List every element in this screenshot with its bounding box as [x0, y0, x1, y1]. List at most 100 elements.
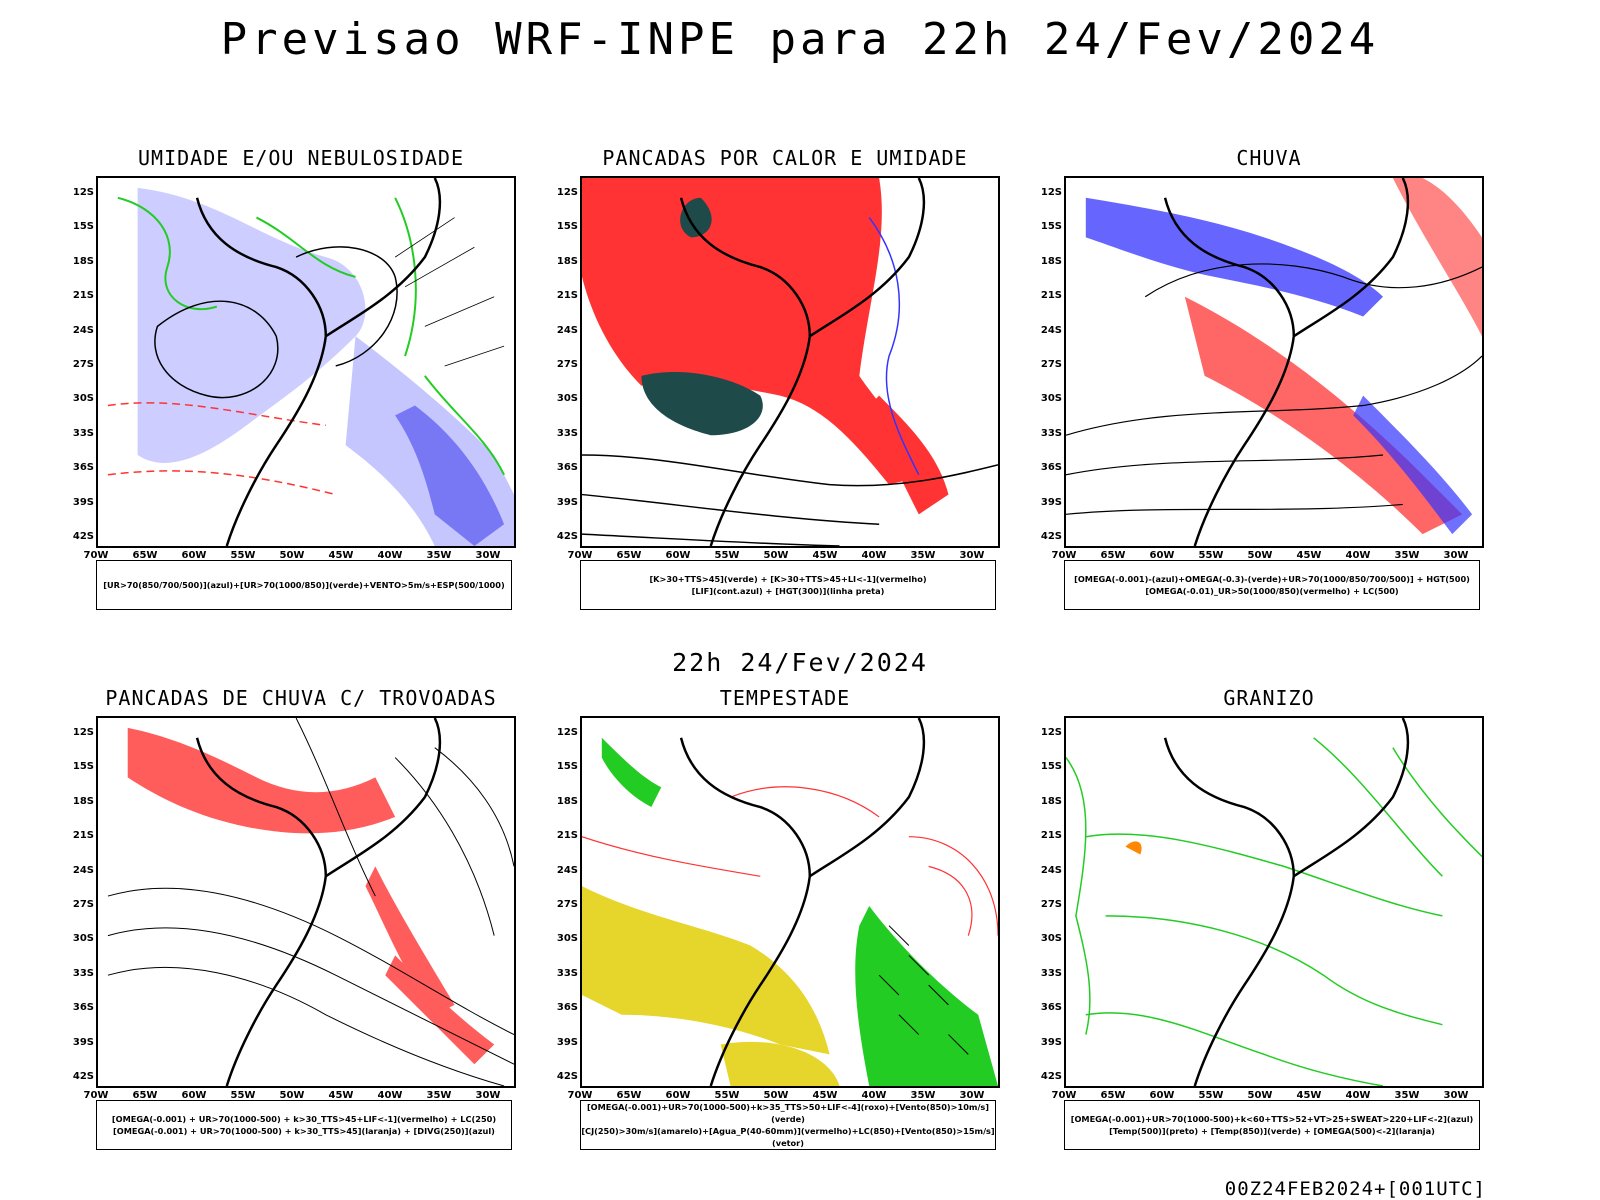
longitude-tick-label: 30W — [959, 1090, 985, 1101]
jet-area-yellow — [720, 1041, 840, 1086]
longitude-tick-label: 60W — [1149, 1090, 1175, 1101]
latitude-tick-label: 27S — [72, 359, 94, 370]
panel-chuva: CHUVA [OMEGA(-0.001)-(azul)+OMEGA(-0.3)-… — [1034, 146, 1504, 626]
omega-area-red — [1184, 296, 1463, 535]
longitude-tick-label: 45W — [812, 1090, 838, 1101]
latitude-tick-label: 24S — [72, 324, 94, 336]
country-borders — [195, 178, 442, 546]
latitude-tick-label: 39S — [1040, 1036, 1062, 1048]
latitude-tick-label: 18S — [1040, 255, 1062, 267]
omega-area-orange — [1125, 841, 1142, 855]
longitude-tick-label: 45W — [1296, 1090, 1322, 1101]
latitude-tick-label: 12S — [1040, 727, 1062, 738]
legend: [OMEGA(-0.001)+UR>70(1000-500)+k<60+TTS>… — [1064, 1100, 1480, 1150]
latitude-tick-label: 15S — [556, 221, 578, 233]
lif-contours — [868, 217, 920, 476]
legend: [OMEGA(-0.001)-(azul)+OMEGA(-0.3)-(verde… — [1064, 560, 1480, 610]
legend: [K>30+TTS>45](verde) + [K>30+TTS>45+LI<-… — [580, 560, 996, 610]
bottom-row-timestamp: 22h 24/Fev/2024 — [672, 648, 928, 677]
longitude-tick-label: 70W — [83, 550, 109, 561]
temp850-contours — [1066, 737, 1482, 1086]
map-granizo — [1064, 716, 1484, 1088]
latitude-tick-label: 36S — [1040, 462, 1062, 474]
run-timestamp: 00Z24FEB2024+[001UTC] — [1224, 1178, 1486, 1200]
map-chuva — [1064, 176, 1484, 548]
panel-umidade: UMIDADE E/OU NEBULOSIDADE [UR>70(850/700… — [66, 146, 536, 626]
panel-title: PANCADAS DE CHUVA C/ TROVOADAS — [105, 686, 497, 710]
map-canvas — [1066, 178, 1482, 546]
panel-pancadas-trovoadas: PANCADAS DE CHUVA C/ TROVOADAS [OMEGA(-0… — [66, 686, 536, 1166]
latitude-tick-label: 24S — [1040, 864, 1062, 876]
longitude-tick-label: 55W — [1198, 550, 1224, 561]
latitude-tick-label: 33S — [1040, 967, 1062, 979]
latitude-tick-label: 24S — [72, 864, 94, 876]
latitude-tick-label: 15S — [1040, 761, 1062, 773]
latitude-tick-label: 18S — [1040, 795, 1062, 807]
latitude-tick-label: 33S — [72, 427, 94, 439]
country-borders — [679, 718, 926, 1086]
longitude-tick-label: 50W — [1247, 550, 1273, 561]
latitude-tick-label: 30S — [556, 933, 578, 945]
latitude-tick-label: 12S — [72, 727, 94, 738]
longitude-tick-label: 50W — [279, 550, 305, 561]
latitude-tick-label: 30S — [1040, 933, 1062, 945]
latitude-tick-label: 33S — [72, 967, 94, 979]
longitude-tick-label: 65W — [1100, 1090, 1126, 1101]
legend-line: [OMEGA(-0.001) + UR>70(1000-500) + k>30_… — [113, 1126, 495, 1136]
latitude-tick-label: 18S — [556, 795, 578, 807]
latitude-tick-label: 21S — [72, 830, 94, 842]
longitude-tick-label: 35W — [910, 1090, 936, 1101]
longitude-tick-label: 65W — [1100, 550, 1126, 561]
longitude-tick-label: 45W — [328, 1090, 354, 1101]
map-pancadas-calor — [580, 176, 1000, 548]
latitude-tick-label: 21S — [1040, 290, 1062, 302]
omega-area-red — [1392, 178, 1482, 337]
longitude-tick-label: 65W — [616, 1090, 642, 1101]
hgt300-contours — [582, 454, 998, 546]
longitude-tick-label: 40W — [377, 1090, 403, 1101]
hgt500-contours — [1066, 263, 1482, 515]
jet-area-yellow — [582, 886, 830, 1055]
map-umidade — [96, 176, 516, 548]
longitude-tick-label: 40W — [377, 550, 403, 561]
panel-pancadas-calor: PANCADAS POR CALOR E UMIDADE [K>30+TTS>4… — [550, 146, 1020, 626]
latitude-tick-label: 15S — [556, 761, 578, 773]
instability-area-green — [641, 197, 763, 436]
legend: [UR>70(850/700/500)](azul)+[UR>70(1000/8… — [96, 560, 512, 610]
longitude-tick-label: 30W — [475, 1090, 501, 1101]
longitude-tick-label: 70W — [1051, 1090, 1077, 1101]
country-borders — [1163, 178, 1410, 546]
latitude-tick-label: 33S — [556, 427, 578, 439]
longitude-tick-label: 55W — [1198, 1090, 1224, 1101]
legend: [OMEGA(-0.001) + UR>70(1000-500) + k>30_… — [96, 1100, 512, 1150]
latitude-tick-label: 21S — [72, 290, 94, 302]
panel-title: GRANIZO — [1223, 686, 1315, 710]
longitude-tick-label: 60W — [181, 550, 207, 561]
longitude-tick-label: 50W — [763, 550, 789, 561]
streamlines-250 — [107, 718, 514, 1086]
legend-line: [CJ(250)>30m/s](amarelo)+[Agua_P(40-60mm… — [581, 1126, 995, 1148]
wind-vectors — [878, 925, 969, 1055]
wind-area-green — [601, 737, 662, 808]
legend-line: [OMEGA(-0.001)+UR>70(1000-500)+k>35_TTS>… — [586, 1102, 990, 1124]
panel-title: PANCADAS POR CALOR E UMIDADE — [602, 146, 968, 170]
longitude-tick-label: 55W — [230, 550, 256, 561]
latitude-tick-label: 33S — [556, 967, 578, 979]
longitude-tick-label: 55W — [714, 550, 740, 561]
latitude-tick-label: 27S — [556, 899, 578, 910]
longitude-tick-label: 50W — [279, 1090, 305, 1101]
map-canvas — [1066, 718, 1482, 1086]
longitude-tick-label: 70W — [567, 1090, 593, 1101]
latitude-tick-label: 39S — [556, 496, 578, 508]
longitude-tick-label: 45W — [812, 550, 838, 561]
latitude-tick-label: 36S — [556, 462, 578, 474]
latitude-tick-label: 27S — [1040, 899, 1062, 910]
latitude-tick-label: 18S — [556, 255, 578, 267]
longitude-tick-label: 40W — [1345, 1090, 1371, 1101]
latitude-tick-label: 15S — [72, 221, 94, 233]
latitude-tick-label: 30S — [72, 393, 94, 405]
latitude-tick-label: 24S — [556, 324, 578, 336]
longitude-tick-label: 45W — [1296, 550, 1322, 561]
latitude-tick-label: 36S — [1040, 1002, 1062, 1014]
longitude-tick-label: 40W — [861, 550, 887, 561]
